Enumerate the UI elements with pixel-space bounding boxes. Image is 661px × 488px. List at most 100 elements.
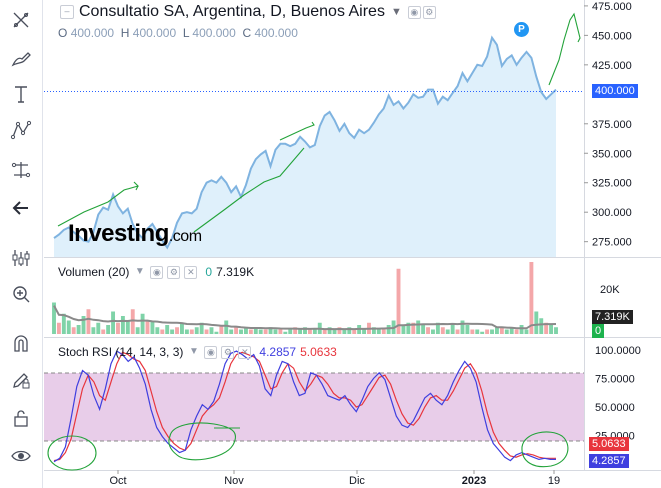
time-tick-label[interactable]: Oct	[109, 475, 126, 487]
stoch-rsi-title[interactable]: Stoch RSI (14, 14, 3, 3)	[58, 345, 184, 359]
text-icon[interactable]	[7, 80, 35, 108]
annotation-trend-arrow[interactable]	[279, 121, 315, 141]
annotation-trend-line[interactable]	[193, 147, 305, 233]
volume-bar	[52, 302, 56, 334]
eye-toggle-icon[interactable]: ◉	[204, 345, 218, 359]
chevron-down-icon[interactable]: ▼	[134, 265, 145, 277]
price-tick-label[interactable]: 375.000	[592, 119, 632, 131]
volume-bar	[86, 309, 91, 334]
settings-icon[interactable]: ⚙	[167, 265, 181, 279]
magnet-icon[interactable]	[7, 330, 35, 358]
annotation-circle[interactable]	[168, 422, 240, 461]
annotation-trend-arrow[interactable]	[548, 12, 581, 86]
lock-pencil-icon[interactable]	[7, 366, 35, 394]
volume-bar	[426, 327, 430, 334]
settings-icon[interactable]: ⚙	[221, 345, 235, 359]
volume-title[interactable]: Volumen (20)	[58, 265, 130, 279]
price-tick-label[interactable]: 350.000	[592, 148, 632, 160]
rsi-tick-label[interactable]: 100.0000	[595, 345, 641, 357]
volume-bar	[534, 311, 539, 334]
volume-bar	[258, 329, 263, 334]
volume-axis-ticks[interactable]: 20K	[600, 284, 620, 296]
chevron-down-icon[interactable]: ▼	[188, 345, 199, 357]
volume-tick-label[interactable]: 20K	[600, 284, 620, 296]
annotation-circle[interactable]	[47, 435, 97, 471]
pattern-icon[interactable]	[7, 116, 35, 144]
volume-bar	[396, 268, 401, 334]
volume-bar	[362, 329, 367, 334]
volume-bar	[332, 329, 337, 334]
lock-icon[interactable]	[7, 404, 35, 432]
crosshair-icon[interactable]	[7, 6, 35, 34]
stoch-rsi-k-line	[53, 350, 556, 463]
measure-icon[interactable]	[7, 156, 35, 184]
price-tick-label[interactable]: 475.000	[592, 1, 632, 13]
price-axis-ticks[interactable]: 475.000 450.000 425.000 375.000 350.000 325.0…	[584, 1, 632, 249]
current-volume-label: 7.319K	[592, 310, 633, 324]
volume-bar	[544, 322, 549, 334]
time-tick-label[interactable]: 19	[548, 475, 560, 487]
volume-bar	[150, 320, 155, 334]
volume-bar	[509, 327, 514, 334]
settings-icon[interactable]: ⚙	[422, 5, 436, 19]
symbol-legend[interactable]: – Consultatio SA, Argentina, D, Buenos A…	[60, 3, 436, 21]
annotation-trend-arrow[interactable]	[57, 181, 140, 227]
price-tick-label[interactable]: 300.000	[592, 207, 632, 219]
time-axis-ticks[interactable]: Oct Nov Dic 2023 19	[109, 470, 560, 487]
volume-bar	[514, 329, 519, 334]
eye-toggle-icon[interactable]: ◉	[150, 265, 164, 279]
chart-area[interactable]: 475.000 450.000 425.000 375.000 350.000 325.0…	[44, 0, 661, 488]
event-badge[interactable]: P	[514, 22, 529, 37]
volume-bar	[130, 309, 135, 334]
volume-bar	[465, 325, 470, 334]
volume-bar	[416, 320, 421, 334]
volume-bar	[219, 325, 224, 334]
time-tick-label[interactable]: 2023	[462, 475, 486, 487]
eye-toggle-icon[interactable]: ◉	[407, 5, 421, 19]
volume-bar	[480, 331, 485, 334]
hand-drawn-annotations[interactable]	[47, 12, 581, 471]
volume-bar	[135, 327, 140, 334]
volume-bar	[116, 322, 120, 334]
chart-canvas[interactable]: 475.000 450.000 425.000 375.000 350.000 325.0…	[44, 0, 661, 488]
ohlc-legend: O 400.000 H 400.000 L 400.000 C 400.000	[58, 26, 298, 40]
volume-bar	[549, 325, 554, 334]
volume-bar	[347, 327, 352, 334]
collapse-legend-icon[interactable]: –	[60, 5, 74, 19]
stoch-rsi-k-label: 4.2857	[589, 454, 629, 468]
price-tick-label[interactable]: 450.000	[592, 30, 632, 42]
volume-bar	[421, 325, 426, 334]
back-arrow-icon[interactable]	[7, 194, 35, 222]
rsi-tick-label[interactable]: 50.0000	[595, 402, 635, 414]
chevron-down-icon[interactable]: ▼	[390, 6, 402, 18]
price-tick-label[interactable]: 275.000	[592, 237, 632, 249]
price-tick-label[interactable]: 425.000	[592, 60, 632, 72]
volume-legend[interactable]: Volumen (20) ▼ ◉ ⚙ ✕ 0 7.319K	[58, 265, 254, 279]
price-tick-label[interactable]: 325.000	[592, 178, 632, 190]
volume-bar	[239, 329, 243, 334]
volume-bar	[120, 316, 125, 334]
zoom-in-icon[interactable]	[7, 280, 35, 308]
pen-icon[interactable]	[7, 44, 35, 72]
volume-bar	[111, 311, 116, 334]
volume-bar	[91, 327, 96, 334]
stoch-rsi-d-label: 5.0633	[589, 437, 629, 451]
time-tick-label[interactable]: Dic	[349, 475, 365, 487]
volume-bar	[386, 325, 391, 334]
price-line	[53, 35, 557, 250]
eye-icon[interactable]	[7, 442, 35, 470]
annotation-circle[interactable]	[521, 431, 569, 468]
close-icon[interactable]: ✕	[184, 265, 198, 279]
volume-bar	[524, 329, 529, 334]
time-tick-label[interactable]: Nov	[224, 475, 244, 487]
symbol-title[interactable]: Consultatio SA, Argentina, D, Buenos Air…	[79, 3, 385, 20]
volume-bar	[307, 329, 312, 334]
close-icon[interactable]: ✕	[238, 345, 252, 359]
volume-bar	[288, 329, 293, 334]
stoch-rsi-legend[interactable]: Stoch RSI (14, 14, 3, 3) ▼ ◉ ⚙ ✕ 4.2857 …	[58, 345, 337, 359]
volume-bar	[194, 327, 199, 334]
rsi-tick-label[interactable]: 75.0000	[595, 374, 635, 386]
volume-bar	[56, 322, 61, 334]
indicators-icon[interactable]	[7, 244, 35, 272]
